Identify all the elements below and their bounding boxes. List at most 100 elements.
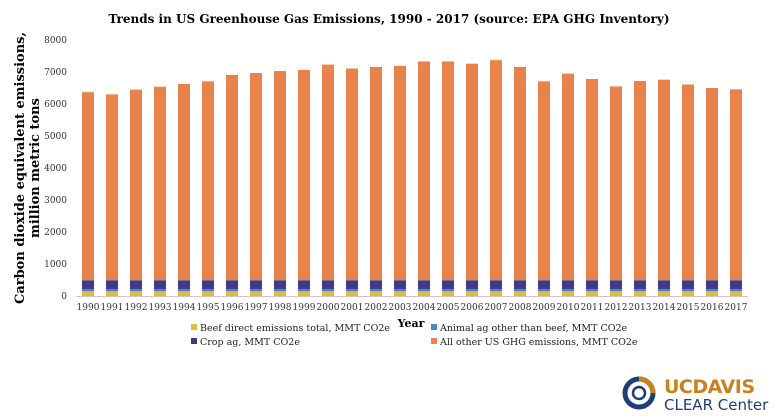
bar-segment-series-0 (202, 291, 214, 296)
bar-segment-series-3 (682, 84, 694, 281)
bar-segment-series-0 (298, 291, 310, 296)
x-tick-label: 2001 (341, 303, 364, 313)
bar-stack-2013 (634, 80, 646, 296)
x-tick-label: 2010 (557, 303, 580, 313)
x-tick-label: 1994 (173, 303, 196, 313)
bar-segment-series-1 (370, 288, 382, 292)
x-tick-label: 1997 (245, 303, 268, 313)
bar-stack-1993 (154, 86, 166, 296)
bar-segment-series-0 (538, 291, 550, 296)
bar-segment-series-1 (682, 288, 694, 292)
y-axis-ticks: 0 1000 2000 3000 4000 5000 6000 7000 8000 (44, 36, 67, 302)
x-tick-label: 2006 (461, 303, 484, 313)
bar-segment-series-2 (322, 280, 334, 289)
bar-segment-series-3 (418, 61, 430, 281)
bar-stack-1997 (250, 72, 262, 296)
bar-segment-series-2 (634, 280, 646, 289)
bar-segment-series-2 (490, 280, 502, 289)
bar-segment-series-3 (490, 60, 502, 281)
bar-stack-1996 (226, 74, 238, 296)
bar-segment-series-1 (130, 288, 142, 292)
bar-stack-2003 (394, 65, 406, 296)
bar-stack-1995 (202, 81, 214, 296)
bar-segment-series-0 (442, 291, 454, 296)
x-tick-label: 2005 (437, 303, 460, 313)
bar-segment-series-0 (82, 291, 94, 296)
legend-label: Animal ag other than beef, MMT CO2e (439, 323, 628, 334)
bar-segment-series-2 (706, 280, 718, 289)
y-tick-label: 3000 (44, 196, 67, 206)
bar-segment-series-1 (418, 288, 430, 292)
bar-stack-2001 (346, 68, 358, 296)
bar-segment-series-2 (442, 280, 454, 289)
bar-segment-series-2 (226, 280, 238, 289)
bar-segment-series-0 (730, 291, 742, 296)
bar-stack-2009 (538, 81, 550, 296)
bar-segment-series-3 (154, 86, 166, 281)
bar-segment-series-1 (250, 288, 262, 292)
legend-swatch (191, 338, 197, 344)
legend-item: Animal ag other than beef, MMT CO2e (431, 323, 628, 334)
legend-item: Beef direct emissions total, MMT CO2e (191, 323, 390, 334)
bar-stack-1998 (274, 71, 286, 296)
bar-segment-series-2 (82, 280, 94, 289)
y-tick-label: 8000 (44, 36, 67, 46)
bar-segment-series-1 (586, 288, 598, 292)
x-tick-label: 2002 (365, 303, 388, 313)
bar-segment-series-0 (274, 291, 286, 296)
x-tick-label: 1999 (293, 303, 316, 313)
bar-segment-series-1 (730, 288, 742, 292)
bar-stack-2012 (610, 86, 622, 296)
bar-segment-series-2 (538, 280, 550, 289)
bar-segment-series-0 (226, 291, 238, 296)
bar-segment-series-1 (562, 288, 574, 292)
bar-stack-1992 (130, 89, 142, 296)
x-tick-label: 1991 (101, 303, 124, 313)
bar-segment-series-1 (154, 288, 166, 292)
bar-segment-series-3 (274, 71, 286, 281)
bar-segment-series-0 (514, 291, 526, 296)
bar-segment-series-0 (250, 291, 262, 296)
x-tick-label: 1993 (149, 303, 172, 313)
bar-stack-2005 (442, 61, 454, 296)
bar-segment-series-2 (658, 280, 670, 289)
ucdavis-clear-center-logo: UCDAVIS CLEAR Center (622, 374, 772, 416)
bar-segment-series-2 (298, 280, 310, 289)
x-tick-label: 2003 (389, 303, 412, 313)
logo-clear-center-text: CLEAR Center (664, 396, 769, 414)
bar-segment-series-1 (346, 288, 358, 292)
x-tick-label: 2000 (317, 303, 340, 313)
bar-segment-series-3 (466, 63, 478, 281)
bar-segment-series-0 (418, 291, 430, 296)
x-tick-label: 1995 (197, 303, 220, 313)
bar-segment-series-0 (706, 291, 718, 296)
y-tick-label: 2000 (44, 228, 67, 238)
bar-segment-series-3 (178, 83, 190, 281)
bar-segment-series-1 (514, 288, 526, 292)
bar-segment-series-2 (250, 280, 262, 289)
bar-segment-series-0 (178, 291, 190, 296)
bar-segment-series-1 (466, 288, 478, 292)
x-tick-label: 1990 (77, 303, 100, 313)
bar-stack-1994 (178, 83, 190, 296)
y-axis-label: Carbon dioxide equivalent emissions, mill… (13, 32, 43, 304)
bar-stack-2011 (586, 79, 598, 296)
bar-segment-series-0 (370, 291, 382, 296)
legend-item: Crop ag, MMT CO2e (191, 337, 300, 348)
bar-segment-series-0 (586, 291, 598, 296)
chart-title: Trends in US Greenhouse Gas Emissions, 1… (108, 12, 669, 26)
bar-segment-series-3 (538, 81, 550, 281)
x-tick-label: 2011 (581, 303, 604, 313)
chart-legend: Beef direct emissions total, MMT CO2e Ani… (191, 323, 638, 348)
x-tick-label: 2014 (653, 303, 676, 313)
bar-segment-series-2 (106, 280, 118, 289)
bar-segment-series-1 (274, 288, 286, 292)
bar-stack-2000 (322, 64, 334, 296)
bar-segment-series-3 (394, 65, 406, 281)
bar-segment-series-1 (442, 288, 454, 292)
y-tick-label: 5000 (44, 132, 67, 142)
bar-segment-series-2 (202, 280, 214, 289)
bar-segment-series-0 (346, 291, 358, 296)
x-tick-label: 1998 (269, 303, 292, 313)
